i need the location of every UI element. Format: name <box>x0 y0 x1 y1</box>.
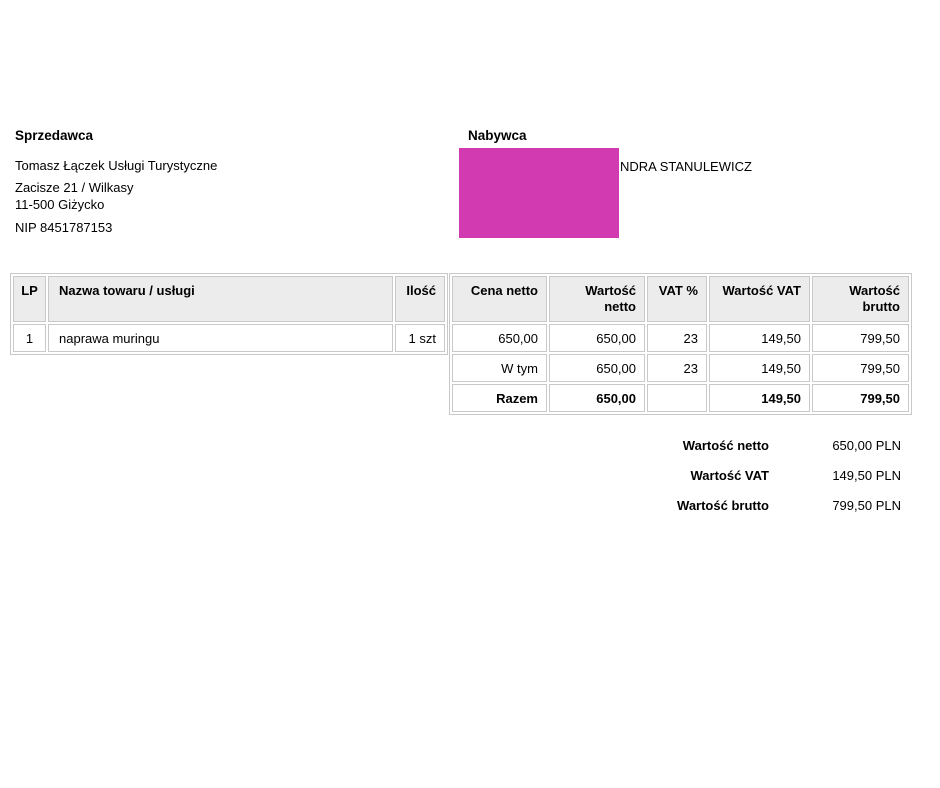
w-tym-gross: 799,50 <box>812 354 909 382</box>
summary-row: Wartość brutto 799,50 PLN <box>677 490 901 520</box>
totals-summary: Wartość netto 650,00 PLN Wartość VAT 149… <box>677 430 901 520</box>
col-header-net: Wartość netto <box>549 276 645 322</box>
summary-vat-value: 149,50 PLN <box>832 467 901 483</box>
razem-vat-rate <box>647 384 707 412</box>
summary-net-label: Wartość netto <box>682 437 769 453</box>
razem-net: 650,00 <box>549 384 645 412</box>
item-row: 650,00 650,00 23 149,50 799,50 <box>452 324 909 352</box>
item-vat: 149,50 <box>709 324 810 352</box>
redaction-box <box>459 148 619 238</box>
seller-name: Tomasz Łączek Usługi Turystyczne <box>15 158 218 173</box>
item-net: 650,00 <box>549 324 645 352</box>
item-qty: 1 szt <box>395 324 445 352</box>
col-header-name: Nazwa towaru / usługi <box>48 276 393 322</box>
table-header-row: Cena netto Wartość netto VAT % Wartość V… <box>452 276 909 322</box>
w-tym-row: W tym 650,00 23 149,50 799,50 <box>452 354 909 382</box>
col-header-gross: Wartość brutto <box>812 276 909 322</box>
razem-vat: 149,50 <box>709 384 810 412</box>
razem-label: Razem <box>452 384 547 412</box>
seller-address-line1: Zacisze 21 / Wilkasy <box>15 180 134 195</box>
item-row: 1 naprawa muringu 1 szt <box>13 324 445 352</box>
summary-gross-label: Wartość brutto <box>677 497 769 513</box>
seller-heading: Sprzedawca <box>15 128 94 143</box>
col-header-unit-net: Cena netto <box>452 276 547 322</box>
item-lp: 1 <box>13 324 46 352</box>
summary-row: Wartość VAT 149,50 PLN <box>677 460 902 490</box>
col-header-vat-rate: VAT % <box>647 276 707 322</box>
summary-net-value: 650,00 PLN <box>832 437 901 453</box>
items-table-left: LP Nazwa towaru / usługi Ilość 1 naprawa… <box>10 273 448 355</box>
item-name: naprawa muringu <box>48 324 393 352</box>
items-table: LP Nazwa towaru / usługi Ilość 1 naprawa… <box>10 273 912 415</box>
col-header-lp: LP <box>13 276 46 322</box>
w-tym-net: 650,00 <box>549 354 645 382</box>
item-vat-rate: 23 <box>647 324 707 352</box>
items-table-right: Cena netto Wartość netto VAT % Wartość V… <box>449 273 912 415</box>
w-tym-vat: 149,50 <box>709 354 810 382</box>
seller-tax-id: NIP 8451787153 <box>15 220 113 235</box>
col-header-vat: Wartość VAT <box>709 276 810 322</box>
seller-address-line2: 11-500 Giżycko <box>15 197 105 212</box>
razem-row: Razem 650,00 149,50 799,50 <box>452 384 909 412</box>
item-gross: 799,50 <box>812 324 909 352</box>
summary-gross-value: 799,50 PLN <box>832 497 901 513</box>
w-tym-vat-rate: 23 <box>647 354 707 382</box>
table-header-row: LP Nazwa towaru / usługi Ilość <box>13 276 445 322</box>
summary-row: Wartość netto 650,00 PLN <box>677 430 901 460</box>
razem-gross: 799,50 <box>812 384 909 412</box>
w-tym-label: W tym <box>452 354 547 382</box>
item-unit-net: 650,00 <box>452 324 547 352</box>
summary-vat-label: Wartość VAT <box>690 467 770 483</box>
col-header-qty: Ilość <box>395 276 445 322</box>
seller-section: Sprzedawca Tomasz Łączek Usługi Turystyc… <box>15 127 217 236</box>
buyer-name-visible: NDRA STANULEWICZ <box>620 159 752 174</box>
buyer-heading: Nabywca <box>468 128 527 143</box>
